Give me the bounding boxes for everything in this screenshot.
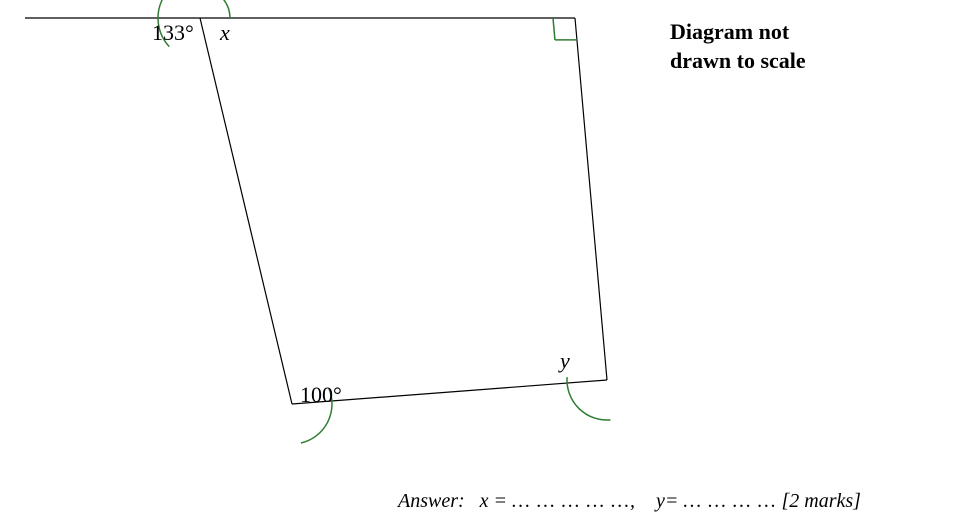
scale-note-line2: drawn to scale: [670, 48, 806, 73]
scale-note: Diagram not drawn to scale: [670, 18, 806, 75]
scale-note-line1: Diagram not: [670, 19, 789, 44]
answer-y-label: y=: [656, 490, 678, 512]
answer-prefix: Answer:: [398, 490, 465, 512]
right-angle-marker: [553, 18, 577, 40]
angle-label-100: 100°: [300, 382, 342, 408]
answer-marks: [2 marks]: [781, 490, 860, 512]
answer-y-blank: … … … …: [683, 490, 776, 512]
angle-arcs: [158, 0, 610, 443]
geometry-svg: [0, 0, 968, 519]
angle-label-133: 133°: [152, 20, 194, 46]
variable-label-x: x: [220, 20, 230, 46]
answer-line: Answer: x = … … … … …, y= … … … … [2 mar…: [398, 490, 861, 513]
variable-label-y: y: [560, 348, 570, 374]
polygon-lines: [25, 18, 607, 404]
figure-container: { "diagram": { "type": "geometry-diagram…: [0, 0, 968, 519]
answer-x-blank: … … … … …,: [512, 490, 636, 512]
answer-x-label: x =: [480, 490, 507, 512]
